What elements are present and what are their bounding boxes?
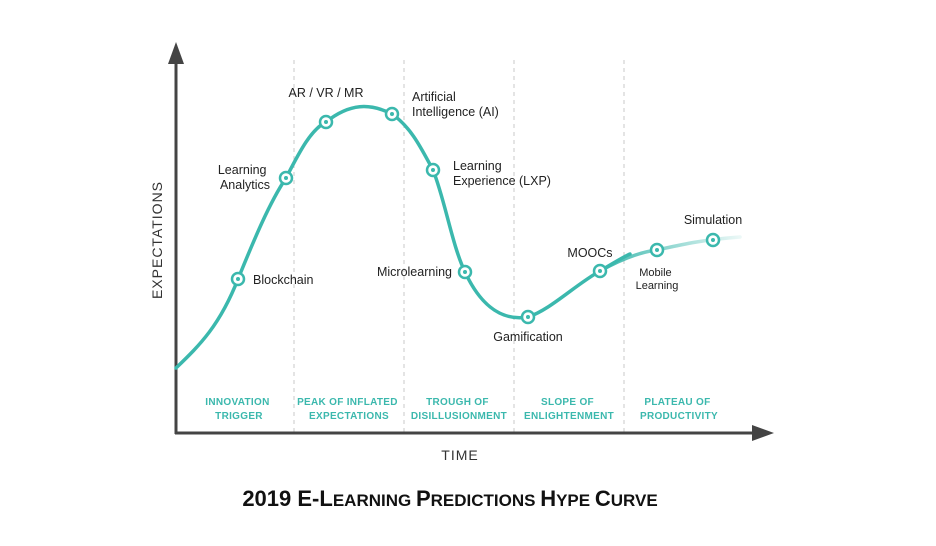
tech-label-blockchain: Blockchain: [253, 273, 313, 287]
x-axis-arrow-icon: [752, 425, 774, 441]
tech-label-microlearning: Microlearning: [377, 265, 452, 279]
tech-label-learning-analytics: Learning Analytics: [218, 163, 270, 192]
marker-learning-analytics: [278, 170, 294, 186]
phase-labels: INNOVATION TRIGGER PEAK OF INFLATED EXPE…: [205, 397, 718, 422]
phase-dividers: [293, 60, 625, 432]
phase-label-slope: SLOPE OF ENLIGHTENMENT: [524, 397, 614, 422]
phase-label-innovation-trigger: INNOVATION TRIGGER: [205, 397, 272, 422]
technology-labels: Blockchain Learning Analytics AR / VR / …: [218, 86, 742, 344]
x-axis-label: TIME: [441, 447, 478, 463]
tech-label-simulation: Simulation: [684, 213, 742, 227]
tech-label-mobile-learning: Mobile Learning: [636, 267, 679, 292]
marker-blockchain: [230, 271, 246, 287]
phase-label-peak: PEAK OF INFLATED EXPECTATIONS: [297, 397, 401, 422]
marker-simulation: [705, 232, 721, 248]
curve-main: [174, 104, 632, 370]
hype-curve: [174, 104, 742, 370]
diagram-title: 2019 E-LEARNING PREDICTIONS HYPE CURVE: [242, 486, 657, 511]
marker-moocs: [592, 263, 608, 279]
phase-label-plateau: PLATEAU OF PRODUCTIVITY: [640, 397, 718, 422]
axes: EXPECTATIONS TIME: [149, 42, 774, 463]
phase-label-trough: TROUGH OF DISILLUSIONMENT: [411, 397, 507, 422]
marker-microlearning: [457, 264, 473, 280]
tech-label-ar-vr-mr: AR / VR / MR: [288, 86, 363, 100]
tech-label-gamification: Gamification: [493, 330, 563, 344]
marker-mobile-learning: [649, 242, 665, 258]
tech-label-ai: Artificial Intelligence (AI): [412, 90, 499, 119]
curve-markers: [230, 106, 721, 325]
tech-label-moocs: MOOCs: [567, 246, 612, 260]
marker-lxp: [425, 162, 441, 178]
y-axis-arrow-icon: [168, 42, 184, 64]
y-axis-label: EXPECTATIONS: [149, 181, 165, 299]
marker-ai: [384, 106, 400, 122]
tech-label-lxp: Learning Experience (LXP): [453, 159, 551, 188]
marker-ar-vr-mr: [318, 114, 334, 130]
marker-gamification: [520, 309, 536, 325]
